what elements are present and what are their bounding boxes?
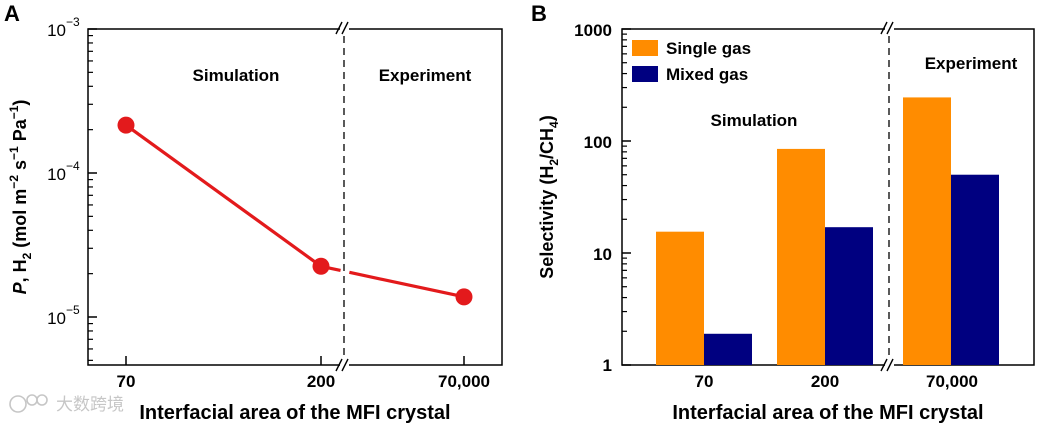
panel-a-letter: A (4, 1, 20, 26)
panel-a-data-point (117, 116, 135, 134)
panel-a-ytick-label: 10 −3 (47, 15, 80, 40)
panel-a-axis-break-mark (341, 21, 349, 35)
bar-mixed-gas (951, 174, 999, 365)
panel-a-y-axis-label: P, H2 (mol m−2 s−1 Pa−1) (7, 100, 34, 295)
legend-swatch-mixed-gas (632, 66, 658, 82)
panel-b-ytick-label: 10 (593, 245, 612, 264)
panel-a-series-line (125, 123, 322, 268)
bar-mixed-gas (704, 333, 752, 365)
panel-a-xtick-label: 70,000 (438, 372, 490, 391)
panel-b-ytick-label: 1 (603, 356, 612, 375)
panel-a-axis-break-mark (341, 358, 349, 372)
panel-a-region-label-simulation: Simulation (193, 66, 280, 85)
panel-a-plot-frame (87, 28, 503, 366)
panel-b-ytick-label: 100 (584, 133, 612, 152)
legend-swatch-single-gas (632, 40, 658, 56)
legend-label-mixed-gas: Mixed gas (666, 65, 748, 84)
panel-b-legend: Single gas Mixed gas (632, 39, 751, 84)
svg-text:10: 10 (47, 165, 66, 184)
panel-a-ytick-label: 10 −5 (47, 303, 80, 328)
svg-text:−3: −3 (66, 15, 80, 29)
panel-a-xtick-label: 70 (117, 372, 136, 391)
panel-b-letter: B (531, 1, 547, 26)
panel-b-xtick-label: 70,000 (926, 372, 978, 391)
panel-b-region-label-experiment: Experiment (925, 54, 1018, 73)
panel-a-axis-break-mark (335, 358, 343, 372)
svg-text:−4: −4 (66, 159, 80, 173)
panel-b-region-label-simulation: Simulation (711, 111, 798, 130)
panel-a-axis-break-mark (335, 21, 343, 35)
panel-b: B 1000 100 10 1 Selectivity (H2/CH4) 70 … (531, 1, 1035, 424)
watermark-logo-icon (9, 394, 48, 413)
svg-text:10: 10 (47, 309, 66, 328)
panel-a-series-line (320, 264, 465, 299)
watermark: 大数跨境 (9, 394, 124, 414)
bar-mixed-gas (825, 227, 873, 365)
panel-a-xtick-label: 200 (307, 372, 335, 391)
panel-a-ytick-label: 10 −4 (47, 159, 80, 184)
panel-b-axis-break-mark (880, 358, 888, 372)
panel-a-data-point (312, 257, 330, 275)
svg-text:−5: −5 (66, 303, 80, 317)
panel-a-data-layer (117, 116, 473, 306)
panel-b-axis-break-mark (880, 21, 888, 35)
panel-b-axis-break-mark (886, 358, 894, 372)
bar-single-gas (903, 97, 951, 366)
panel-b-y-axis-label: Selectivity (H2/CH4) (537, 115, 561, 278)
bar-single-gas (777, 148, 825, 365)
panel-b-xtick-label: 70 (695, 372, 714, 391)
bar-single-gas (656, 231, 704, 365)
watermark-text: 大数跨境 (56, 395, 124, 414)
legend-label-single-gas: Single gas (666, 39, 751, 58)
panel-a-data-point (455, 288, 473, 306)
panel-b-xtick-label: 200 (811, 372, 839, 391)
panel-b-x-axis-label: Interfacial area of the MFI crystal (672, 402, 983, 424)
panel-b-axis-break-mark (886, 21, 894, 35)
panel-a-x-axis-label: Interfacial area of the MFI crystal (139, 402, 450, 424)
svg-text:10: 10 (47, 21, 66, 40)
panel-a-region-label-experiment: Experiment (379, 66, 472, 85)
panel-b-data-layer (656, 97, 999, 366)
panel-b-ytick-label: 1000 (574, 21, 612, 40)
panel-a: A 10 −3 10 −4 10 −5 P, H2 (mol m−2 s−1 P… (4, 1, 503, 424)
